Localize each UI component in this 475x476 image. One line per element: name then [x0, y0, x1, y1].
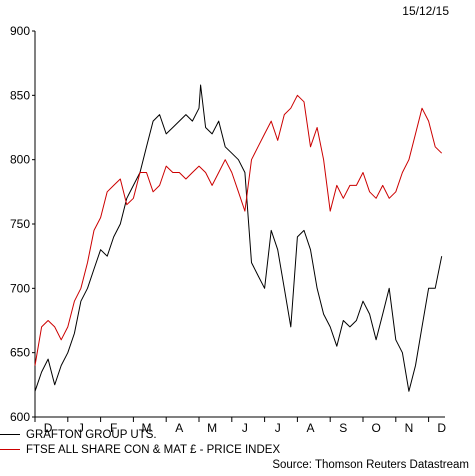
y-tick-label: 600 — [10, 410, 30, 424]
x-tick-label: M — [207, 421, 217, 435]
y-tick-label: 800 — [10, 153, 30, 167]
source-note: Source: Thomson Reuters Datastream — [272, 459, 469, 471]
x-tick-label: J — [78, 421, 84, 435]
legend-swatch-series-2 — [0, 449, 20, 450]
y-tick-label: 850 — [10, 88, 30, 102]
x-tick-label: J — [275, 421, 281, 435]
x-tick-label: D — [437, 421, 446, 435]
x-tick-label: S — [339, 421, 347, 435]
x-tick-label: A — [307, 421, 315, 435]
x-tick-label: M — [142, 421, 152, 435]
legend: GRAFTON GROUP UTS. FTSE ALL SHARE CON & … — [0, 427, 280, 457]
series-line-1 — [34, 84, 443, 392]
y-tick-label: 650 — [10, 346, 30, 360]
x-tick-label: A — [175, 421, 183, 435]
x-tick-label: J — [242, 421, 248, 435]
legend-item-series-1: GRAFTON GROUP UTS. — [0, 427, 280, 442]
legend-label-series-1: GRAFTON GROUP UTS. — [26, 428, 157, 441]
series-line-2 — [34, 94, 443, 366]
x-tick-label: D — [44, 421, 53, 435]
y-tick-label: 700 — [10, 281, 30, 295]
x-tick-label: F — [110, 421, 117, 435]
x-tick-label: O — [371, 421, 380, 435]
x-tick-label: N — [405, 421, 414, 435]
y-tick-label: 900 — [10, 24, 30, 38]
y-tick-label: 750 — [10, 217, 30, 231]
legend-item-series-2: FTSE ALL SHARE CON & MAT £ - PRICE INDEX — [0, 442, 280, 457]
legend-label-series-2: FTSE ALL SHARE CON & MAT £ - PRICE INDEX — [26, 443, 281, 456]
date-label: 15/12/15 — [402, 4, 449, 18]
legend-swatch-series-1 — [0, 434, 20, 435]
